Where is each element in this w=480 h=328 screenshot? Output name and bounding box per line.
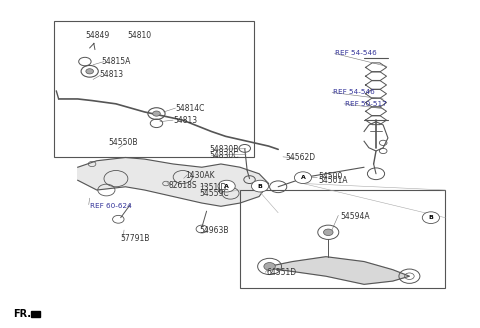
Circle shape (264, 262, 276, 270)
Text: 54814C: 54814C (176, 104, 205, 113)
Text: 54849: 54849 (85, 31, 109, 40)
Text: 54562D: 54562D (285, 153, 315, 162)
Text: REF 60-624: REF 60-624 (90, 203, 132, 209)
Text: 54815A: 54815A (102, 57, 131, 66)
Text: 54501A: 54501A (319, 176, 348, 185)
Text: 54813: 54813 (99, 70, 123, 79)
Text: FR.: FR. (13, 309, 31, 319)
Circle shape (218, 180, 235, 192)
Text: 54500: 54500 (319, 172, 343, 181)
Circle shape (86, 69, 94, 74)
Text: 54594A: 54594A (340, 212, 370, 220)
Text: 54550B: 54550B (109, 138, 138, 147)
Circle shape (294, 172, 312, 183)
Text: 54830C: 54830C (209, 151, 239, 160)
Text: 82618S: 82618S (168, 181, 197, 190)
Circle shape (422, 212, 440, 223)
Text: A: A (300, 175, 305, 180)
Circle shape (153, 111, 160, 116)
Text: 1351JD: 1351JD (199, 183, 227, 192)
Text: 54963B: 54963B (199, 226, 229, 235)
Bar (32, 311, 40, 317)
Text: REF 54-546: REF 54-546 (336, 51, 377, 56)
Text: 54813: 54813 (173, 115, 197, 125)
Text: B: B (258, 184, 263, 189)
Text: 54810: 54810 (128, 31, 152, 40)
Bar (54, 21, 254, 157)
Text: 54830B: 54830B (209, 145, 239, 154)
Text: 1430AK: 1430AK (185, 171, 215, 180)
Text: REF 54-546: REF 54-546 (333, 90, 375, 95)
Circle shape (252, 180, 269, 192)
Text: A: A (224, 184, 229, 189)
Text: REF 50-517: REF 50-517 (345, 101, 387, 107)
Polygon shape (269, 257, 409, 284)
Circle shape (324, 229, 333, 236)
Polygon shape (78, 157, 269, 206)
Text: 57791B: 57791B (120, 234, 150, 243)
Text: 54559C: 54559C (199, 189, 229, 198)
Bar (240, 190, 445, 288)
Text: B: B (429, 215, 433, 220)
Text: 64551D: 64551D (266, 268, 296, 277)
